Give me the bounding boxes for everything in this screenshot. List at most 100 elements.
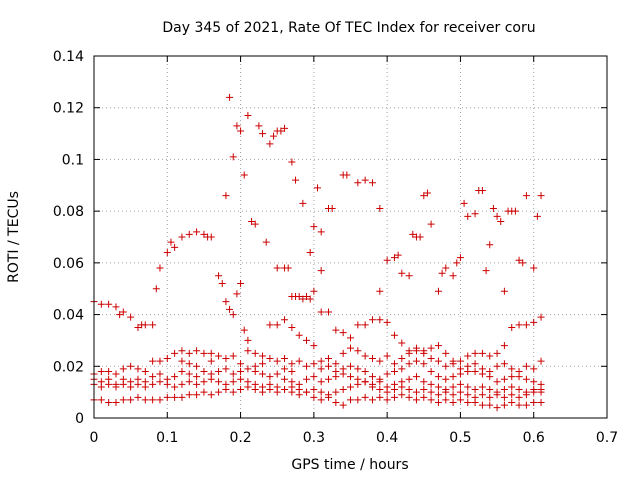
data-point xyxy=(522,391,530,399)
data-point xyxy=(215,272,223,280)
y-tick-label: 0.08 xyxy=(53,204,84,220)
data-point xyxy=(420,386,428,394)
data-point xyxy=(105,380,113,388)
data-point xyxy=(471,210,479,218)
y-tick-label: 0.12 xyxy=(53,101,84,117)
data-point xyxy=(537,398,545,406)
data-point xyxy=(303,336,311,344)
data-point xyxy=(152,285,160,293)
data-point xyxy=(178,357,186,365)
data-point xyxy=(317,308,325,316)
x-tick-label: 0.6 xyxy=(523,430,545,446)
data-point xyxy=(295,391,303,399)
data-point xyxy=(314,184,322,192)
data-point xyxy=(237,127,245,135)
data-point xyxy=(266,386,274,394)
data-point xyxy=(449,272,457,280)
data-point xyxy=(310,393,318,401)
chart-title: Day 345 of 2021, Rate Of TEC Index for r… xyxy=(162,20,535,36)
data-point xyxy=(398,355,406,363)
data-point xyxy=(149,321,157,329)
data-point xyxy=(405,272,413,280)
data-point xyxy=(244,347,252,355)
data-point xyxy=(537,357,545,365)
data-point xyxy=(537,313,545,321)
data-point xyxy=(127,362,135,370)
data-point xyxy=(442,264,450,272)
data-point xyxy=(464,391,472,399)
data-point xyxy=(368,383,376,391)
data-point xyxy=(478,401,486,409)
data-point xyxy=(149,380,157,388)
data-point xyxy=(328,205,336,213)
data-point xyxy=(508,398,516,406)
data-point xyxy=(354,380,362,388)
data-point xyxy=(361,176,369,184)
data-point xyxy=(420,393,428,401)
data-point xyxy=(273,357,281,365)
data-point xyxy=(273,370,281,378)
data-point xyxy=(471,360,479,368)
data-point xyxy=(354,347,362,355)
data-point xyxy=(200,388,208,396)
data-point xyxy=(185,391,193,399)
data-point xyxy=(405,360,413,368)
data-point xyxy=(207,375,215,383)
data-point xyxy=(533,212,541,220)
data-point xyxy=(112,370,120,378)
data-point xyxy=(310,223,318,231)
data-point xyxy=(390,393,398,401)
data-point xyxy=(266,321,274,329)
data-point xyxy=(412,388,420,396)
data-point xyxy=(522,401,530,409)
data-point xyxy=(456,380,464,388)
data-point xyxy=(332,388,340,396)
data-point xyxy=(390,360,398,368)
data-point xyxy=(317,396,325,404)
data-point xyxy=(167,238,175,246)
data-point xyxy=(347,383,354,391)
data-point xyxy=(449,383,457,391)
x-tick-label: 0.5 xyxy=(449,430,471,446)
data-point xyxy=(530,264,538,272)
data-point xyxy=(237,386,245,394)
data-point xyxy=(229,153,237,161)
data-point xyxy=(405,349,413,357)
data-point xyxy=(163,355,171,363)
y-tick-labels: 0 0.02 0.04 0.06 0.08 0.1 0.12 0.14 xyxy=(53,49,84,427)
data-point xyxy=(112,383,120,391)
data-point xyxy=(486,386,494,394)
data-point xyxy=(412,357,420,365)
data-point xyxy=(97,367,105,375)
data-point xyxy=(427,380,435,388)
data-point xyxy=(141,396,149,404)
data-point xyxy=(295,331,303,339)
data-point xyxy=(361,367,369,375)
data-point xyxy=(500,401,508,409)
data-point xyxy=(515,401,523,409)
data-point xyxy=(522,362,530,370)
data-points xyxy=(90,93,545,412)
data-point xyxy=(171,383,179,391)
data-point xyxy=(478,186,486,194)
data-point xyxy=(288,324,296,331)
data-point xyxy=(508,365,516,373)
data-point xyxy=(317,388,325,396)
data-point xyxy=(317,378,325,386)
data-point xyxy=(185,360,193,368)
data-point xyxy=(390,367,398,375)
data-point xyxy=(493,362,501,370)
data-point xyxy=(515,321,523,329)
y-tick-label: 0.06 xyxy=(53,256,84,272)
data-point xyxy=(222,192,230,200)
data-point xyxy=(442,396,450,404)
data-point xyxy=(438,269,446,277)
data-point xyxy=(222,386,230,394)
data-point xyxy=(266,355,274,363)
data-point xyxy=(185,378,193,386)
data-point xyxy=(486,401,494,409)
data-point xyxy=(207,357,215,365)
data-point xyxy=(251,362,259,370)
data-point xyxy=(442,375,450,383)
data-point xyxy=(434,383,442,391)
